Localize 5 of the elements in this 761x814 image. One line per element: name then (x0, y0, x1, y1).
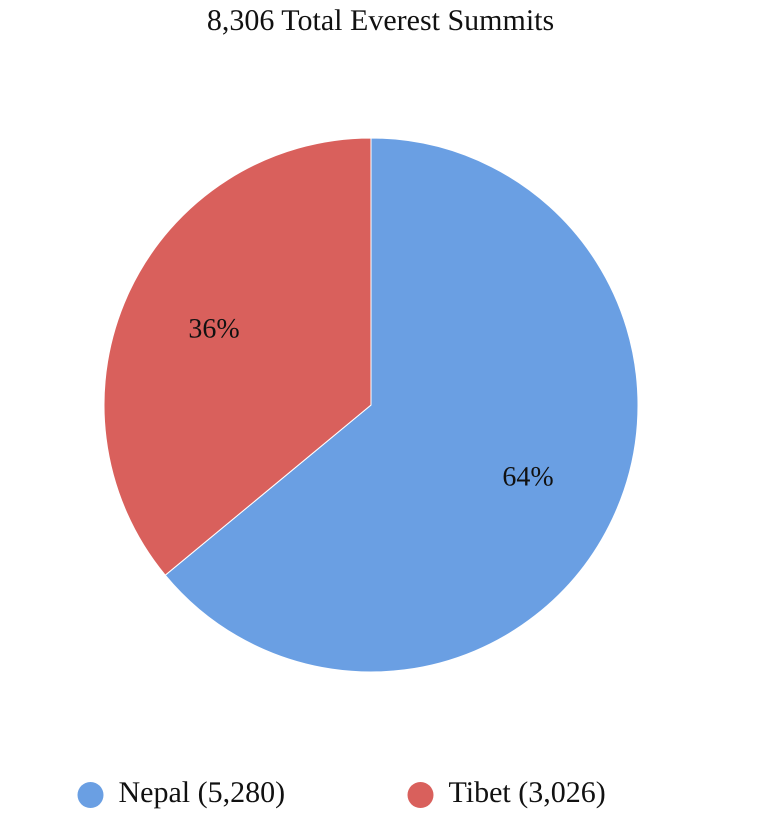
data-label: 36% (188, 314, 240, 345)
legend-label: Nepal (5,280) (118, 776, 286, 809)
legend-label: Tibet (3,026) (448, 776, 606, 809)
data-label: 64% (502, 461, 554, 492)
chart-title: 8,306 Total Everest Summits (206, 4, 554, 37)
